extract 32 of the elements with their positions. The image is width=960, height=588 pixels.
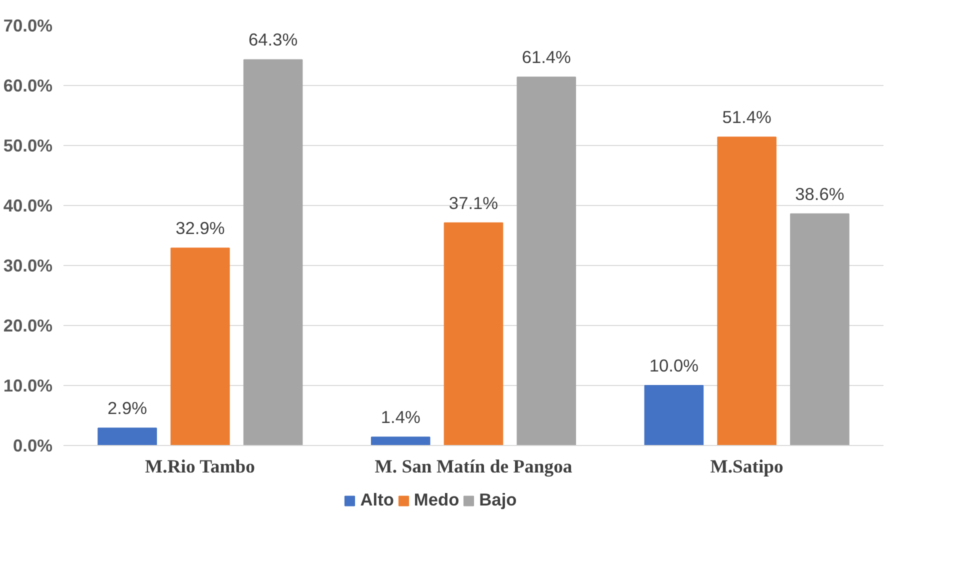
y-tick-label: 20.0% — [3, 316, 53, 336]
bar — [644, 385, 704, 446]
y-tick-label: 60.0% — [3, 76, 53, 96]
bar — [444, 222, 504, 446]
y-tick-label: 10.0% — [3, 376, 53, 396]
y-tick-label: 50.0% — [3, 136, 53, 156]
bar — [370, 436, 430, 446]
data-label: 37.1% — [448, 192, 498, 213]
y-tick-label: 30.0% — [3, 256, 53, 276]
bar — [790, 213, 850, 446]
x-tick-label: M.Rio Tambo — [145, 456, 255, 478]
data-label: 51.4% — [722, 107, 772, 128]
x-tick-label: M.Satipo — [710, 456, 784, 478]
data-label: 64.3% — [248, 30, 298, 50]
data-label: 1.4% — [380, 407, 420, 428]
y-tick-label: 40.0% — [3, 196, 53, 216]
bar — [717, 136, 776, 446]
bar — [516, 76, 576, 446]
data-label: 61.4% — [522, 47, 571, 68]
y-tick-label: 0.0% — [13, 436, 53, 456]
y-tick-label: 70.0% — [3, 16, 53, 36]
x-tick-label: M. San Matín de Pangoa — [374, 456, 573, 478]
data-label: 2.9% — [108, 398, 148, 418]
data-label: 38.6% — [795, 184, 844, 204]
bar — [170, 248, 230, 446]
data-label: 32.9% — [176, 218, 225, 238]
legend-label: Medo — [414, 490, 460, 510]
bar — [243, 59, 303, 446]
bar — [98, 428, 157, 446]
data-label: 10.0% — [649, 356, 699, 376]
legend-label: Bajo — [479, 490, 517, 510]
legend-label: Alto — [360, 490, 394, 510]
